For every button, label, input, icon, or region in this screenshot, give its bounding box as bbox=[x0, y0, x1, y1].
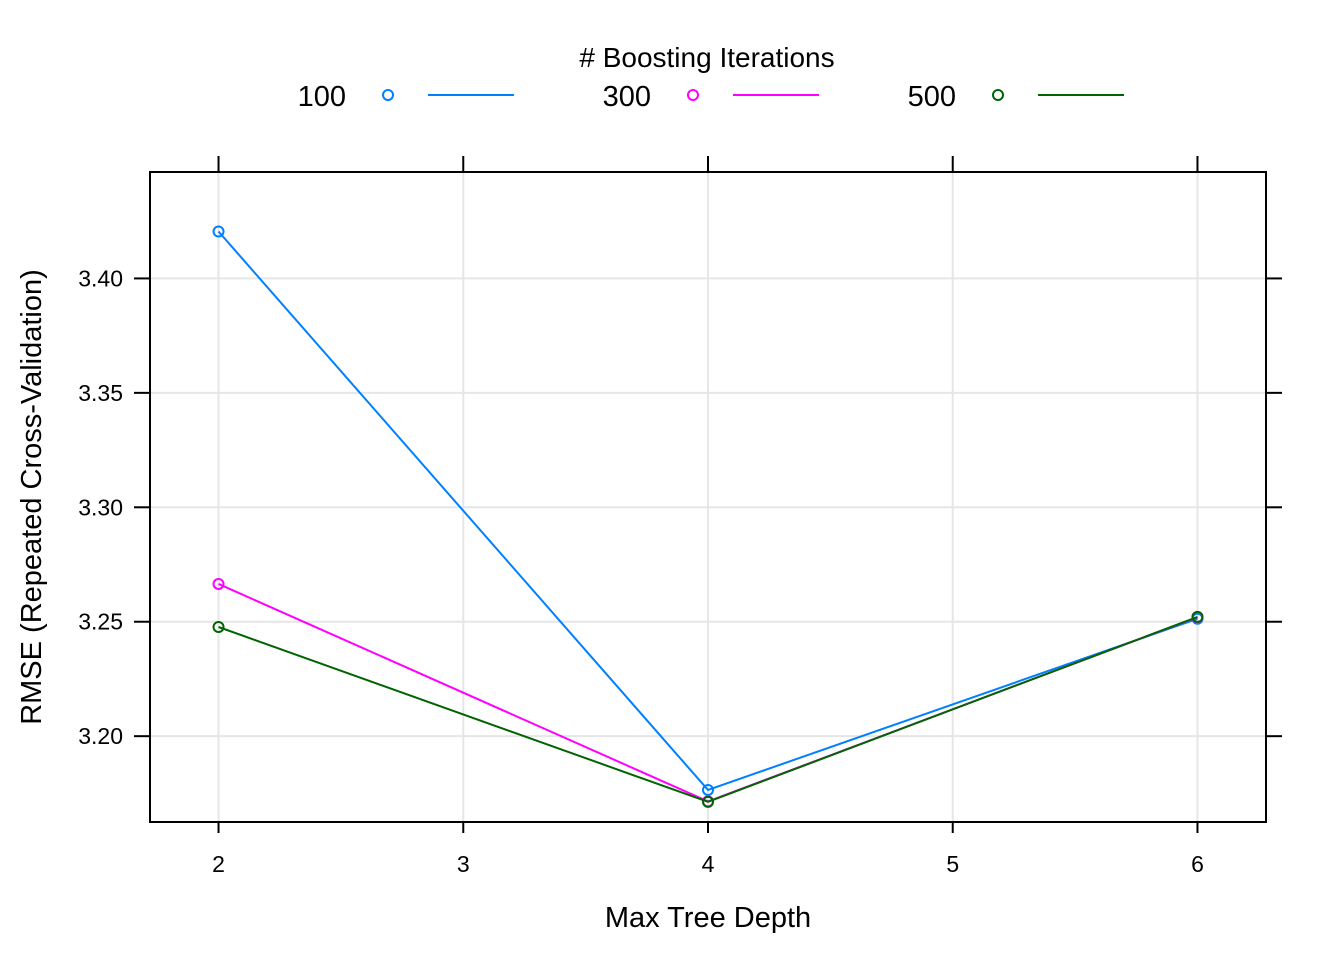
data-point-500 bbox=[702, 795, 714, 808]
x-tick-label: 6 bbox=[1191, 851, 1204, 877]
series-100 bbox=[212, 225, 1204, 796]
x-tick-label: 2 bbox=[212, 851, 225, 877]
y-tick-label: 3.40 bbox=[78, 265, 123, 291]
legend-title: # Boosting Iterations bbox=[579, 42, 834, 73]
series-line-500 bbox=[218, 615, 1198, 803]
y-tick-label: 3.30 bbox=[78, 494, 123, 520]
axis-ticks: 2 3 4 5 6 3.20 3.25 3.30 3.35 3.40 bbox=[78, 156, 1282, 877]
y-axis-label: RMSE (Repeated Cross-Validation) bbox=[16, 269, 48, 725]
legend-item-500: 500 bbox=[908, 81, 1124, 113]
legend-item-100: 100 bbox=[298, 81, 514, 113]
gridlines bbox=[150, 172, 1266, 822]
data-point-100 bbox=[212, 225, 225, 238]
legend-marker bbox=[382, 89, 394, 101]
x-tick-label: 5 bbox=[946, 851, 959, 877]
series-layer bbox=[212, 225, 1204, 808]
x-tick-label: 3 bbox=[457, 851, 470, 877]
legend-marker bbox=[687, 89, 699, 101]
series-line-100 bbox=[217, 230, 1198, 792]
legend-label: 100 bbox=[298, 81, 346, 113]
data-point-500 bbox=[212, 621, 225, 633]
y-tick-label: 3.25 bbox=[78, 609, 123, 635]
data-point-100 bbox=[702, 783, 714, 796]
series-500 bbox=[212, 610, 1204, 808]
data-point-300 bbox=[212, 577, 225, 590]
legend-item-300: 300 bbox=[603, 81, 819, 113]
y-tick-label: 3.35 bbox=[78, 380, 123, 406]
x-axis-label: Max Tree Depth bbox=[605, 902, 811, 934]
legend-label: 300 bbox=[603, 81, 651, 113]
x-tick-label: 4 bbox=[702, 851, 715, 877]
y-tick-label: 3.20 bbox=[78, 723, 123, 749]
legend: 100 300 500 bbox=[298, 81, 1124, 113]
legend-label: 500 bbox=[908, 81, 956, 113]
legend-marker bbox=[992, 89, 1004, 101]
data-point-500 bbox=[1191, 610, 1204, 623]
